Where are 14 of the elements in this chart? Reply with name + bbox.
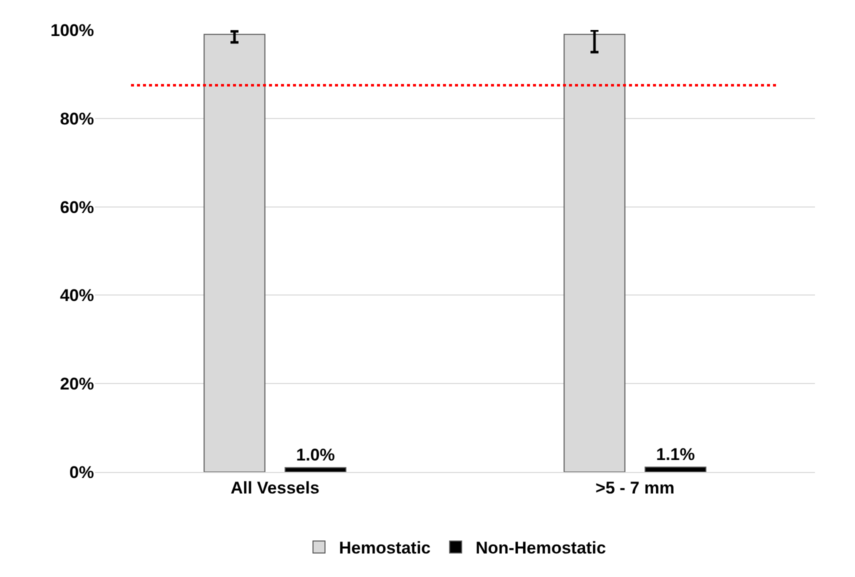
data-label: 1.1% [656, 445, 695, 464]
x-tick-label: All Vessels [230, 478, 320, 498]
legend-label: Hemostatic [339, 538, 431, 558]
y-tick-label: 60% [60, 198, 94, 217]
y-tick-label: 100% [50, 20, 94, 40]
y-tick-label: 40% [60, 286, 94, 306]
y-tick-label: 20% [60, 374, 94, 394]
y-tick-label: 0% [69, 462, 94, 482]
data-label: 1.0% [296, 446, 335, 465]
y-tick-label: 80% [60, 109, 94, 128]
bar [644, 466, 706, 472]
bar [284, 467, 346, 472]
legend-label: Non-Hemostatic [476, 538, 606, 558]
x-tick-label: >5 - 7 mm [596, 478, 674, 498]
